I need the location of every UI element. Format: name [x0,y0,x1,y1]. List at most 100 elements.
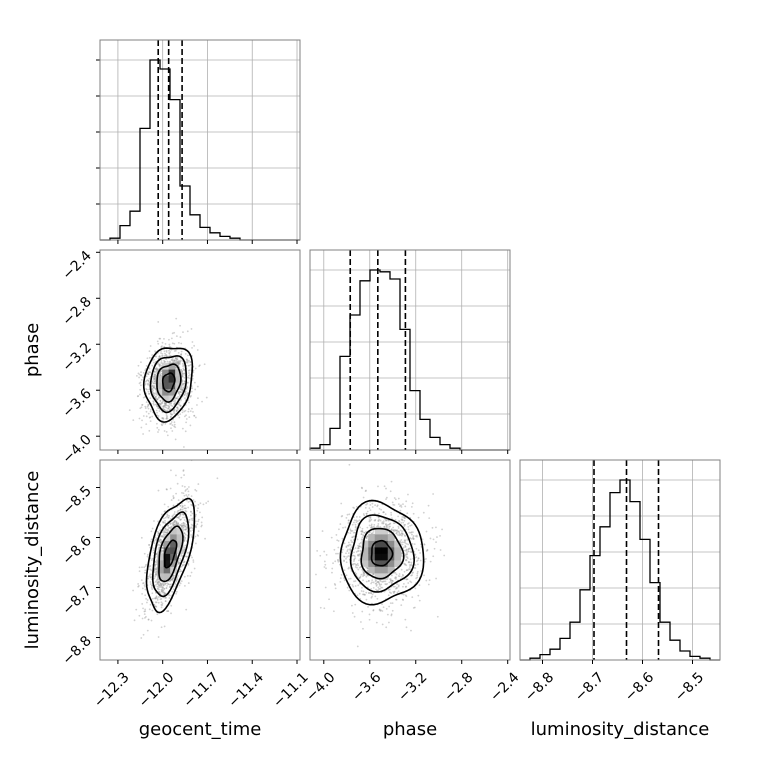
sample-point [363,531,366,534]
sample-point [182,386,185,389]
sample-point [156,405,158,408]
sample-point [373,526,376,528]
sample-point [356,594,359,597]
sample-point [180,525,183,528]
sample-point [319,554,322,557]
sample-point [186,393,189,396]
sample-point [141,566,143,569]
sample-point [170,578,173,581]
contour-2-0 [370,539,394,567]
sample-point [369,516,372,519]
sample-point [164,510,167,513]
sample-point [161,355,164,357]
sample-point [171,577,174,580]
sample-point [381,581,384,583]
joint-geocent-time-luminosity-distance [132,460,219,639]
sample-point [146,388,148,391]
sample-point [176,406,179,409]
sample-point [354,529,357,531]
sample-point [155,601,158,604]
sample-point [216,477,219,480]
sample-point [179,361,181,364]
sample-point [172,496,175,499]
sample-point [425,550,428,552]
sample-point [149,397,152,400]
sample-point [366,502,369,505]
xtick-label-luminosity-distance-1: −8.7 [572,669,607,704]
sample-point [160,603,163,606]
sample-point [156,398,159,401]
sample-point [375,621,378,624]
sample-point [157,586,160,589]
sample-point [175,357,178,360]
sample-point [152,382,155,385]
sample-point [349,532,352,535]
sample-point [171,522,174,525]
sample-point [188,369,191,372]
sample-point [361,610,364,613]
sample-point [361,529,364,532]
sample-point [382,606,385,609]
sample-point [389,490,392,493]
sample-point [154,382,156,385]
joint-body-2 [310,463,446,648]
sample-point [164,422,167,425]
sample-point [378,518,381,521]
sample-point [411,572,414,574]
sample-point [414,535,417,537]
sample-point [139,393,141,396]
sample-point [178,394,181,396]
sample-point [339,580,342,583]
sample-point [407,493,409,496]
sample-point [177,361,179,364]
sample-point [182,516,184,519]
sample-point [359,554,362,557]
sample-point [185,414,187,417]
sample-point [156,585,159,588]
sample-point [150,408,152,411]
sample-point [166,529,169,532]
sample-point [374,582,377,585]
sample-point [128,409,131,412]
marginal-geocent-time [96,40,300,241]
sample-point [167,528,170,531]
sample-point [376,525,378,528]
sample-point [399,505,401,508]
sample-point [412,512,415,515]
sample-point [366,567,369,570]
sample-point [358,577,361,579]
sample-point [385,518,387,521]
sample-point [417,557,420,560]
sample-point [192,561,195,563]
sample-point [158,591,161,593]
sample-point [157,396,160,399]
sample-point [157,531,160,533]
sample-point [161,534,163,537]
sample-point [182,526,185,528]
sample-point [162,407,165,409]
sample-point [347,519,350,522]
sample-point [181,375,184,378]
sample-point [164,360,166,363]
sample-point [181,506,184,509]
sample-point [411,574,413,576]
sample-point [336,552,339,555]
sample-point [390,514,393,516]
sample-point [397,585,400,588]
sample-point [159,337,162,340]
sample-point [150,569,153,572]
sample-point [364,506,367,509]
sample-point [390,517,393,520]
sample-point [154,563,157,566]
sample-point [341,514,344,517]
sample-point [192,410,194,413]
density-cell [168,382,176,390]
sample-point [191,387,194,390]
sample-point [355,564,357,567]
sample-point [173,574,176,577]
sample-point [408,564,411,566]
sample-point [146,601,148,604]
sample-point [167,610,169,612]
sample-point [392,529,395,532]
sample-point [193,344,196,347]
